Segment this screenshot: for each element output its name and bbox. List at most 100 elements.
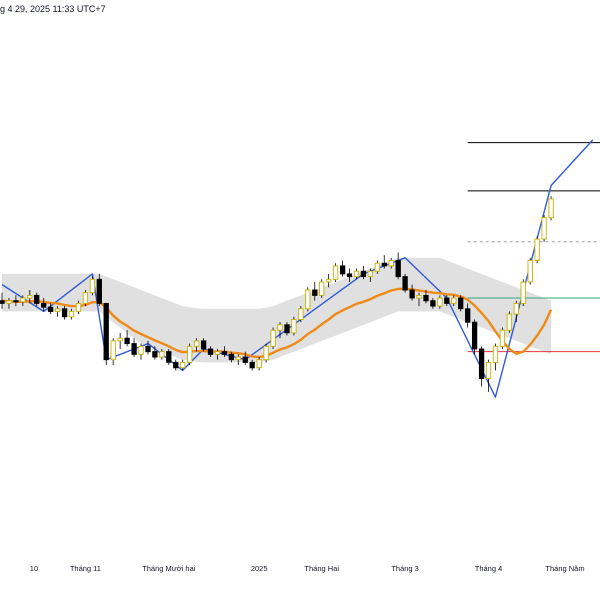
candle[interactable] [0,292,5,309]
candle[interactable] [374,260,380,274]
candle-body [402,276,408,291]
trend-zigzag-line[interactable] [1,139,594,398]
candle[interactable] [353,268,360,280]
bollinger-band-layer [2,257,552,363]
candle[interactable] [221,346,228,357]
x-axis-tick-label: Tháng 3 [391,564,419,573]
candle[interactable] [298,306,304,323]
candle[interactable] [13,295,19,307]
candle[interactable] [138,343,144,360]
candle[interactable] [20,295,26,307]
candle[interactable] [173,359,179,371]
candle[interactable] [47,303,54,315]
candle[interactable] [451,295,457,307]
candle[interactable] [409,284,415,301]
candle[interactable] [152,346,158,360]
candle[interactable] [284,322,290,336]
bollinger-band [2,257,552,363]
candle[interactable] [214,348,221,360]
candle[interactable] [193,338,200,352]
candle-body [228,353,235,361]
candle[interactable] [41,298,47,312]
candle-body [360,270,367,278]
candle[interactable] [360,265,367,280]
candle-body [270,329,276,347]
candle[interactable] [346,268,353,282]
candle[interactable] [277,322,283,339]
candle[interactable] [416,292,422,307]
candle[interactable] [187,343,193,366]
candle[interactable] [117,332,123,349]
candle[interactable] [75,300,82,315]
candle[interactable] [326,273,332,288]
candle[interactable] [166,348,172,366]
candle[interactable] [381,255,387,269]
candle[interactable] [131,338,137,357]
candle[interactable] [34,292,40,307]
candle[interactable] [499,327,506,349]
candle[interactable] [534,236,540,264]
candle-body [61,308,68,318]
candle[interactable] [291,316,297,336]
candle[interactable] [332,263,339,282]
candle[interactable] [54,306,61,317]
x-axis-tick-label: Tháng Mười hai [142,564,196,573]
candle[interactable] [145,340,151,355]
candle[interactable] [492,343,499,371]
candle[interactable] [388,257,394,269]
candle[interactable] [61,306,68,320]
candle[interactable] [506,311,513,333]
candle[interactable] [485,359,492,392]
candle[interactable] [124,330,130,347]
candle[interactable] [68,308,75,320]
candle[interactable] [207,346,214,357]
candle-body [20,297,26,303]
candle-body [367,270,374,278]
level-lines-layer [467,142,600,353]
candle[interactable] [395,252,401,280]
candle[interactable] [82,290,89,307]
candle[interactable] [520,279,526,307]
candle[interactable] [103,302,109,366]
candle[interactable] [513,300,519,323]
candle[interactable] [339,260,346,277]
candle[interactable] [312,281,318,301]
candle[interactable] [478,346,485,387]
candle-body [548,198,554,219]
candle[interactable] [437,295,443,309]
candle[interactable] [110,338,116,366]
candle[interactable] [430,298,436,309]
candle-body [381,262,387,267]
candle[interactable] [89,276,96,296]
candle[interactable] [305,287,311,312]
candle[interactable] [200,338,207,352]
candle[interactable] [527,257,533,285]
candle-body [319,281,325,296]
candle[interactable] [548,196,554,221]
candle[interactable] [367,268,374,282]
candle[interactable] [235,354,241,366]
candle[interactable] [541,214,547,242]
candle[interactable] [256,357,262,371]
candle[interactable] [319,279,325,299]
candle[interactable] [270,327,276,349]
candle[interactable] [228,351,235,363]
candle-body [492,345,499,363]
candle[interactable] [471,319,478,355]
candle[interactable] [402,273,408,293]
candle[interactable] [249,359,255,371]
candle[interactable] [444,295,450,307]
candle[interactable] [423,290,429,304]
candle[interactable] [242,351,248,366]
candle[interactable] [465,303,471,328]
candle[interactable] [180,359,186,371]
candle[interactable] [96,273,102,307]
candle[interactable] [6,298,12,309]
candle[interactable] [27,290,33,304]
candle-body [298,308,304,320]
candle[interactable] [458,295,464,312]
candle[interactable] [263,343,269,363]
candle[interactable] [159,348,165,360]
